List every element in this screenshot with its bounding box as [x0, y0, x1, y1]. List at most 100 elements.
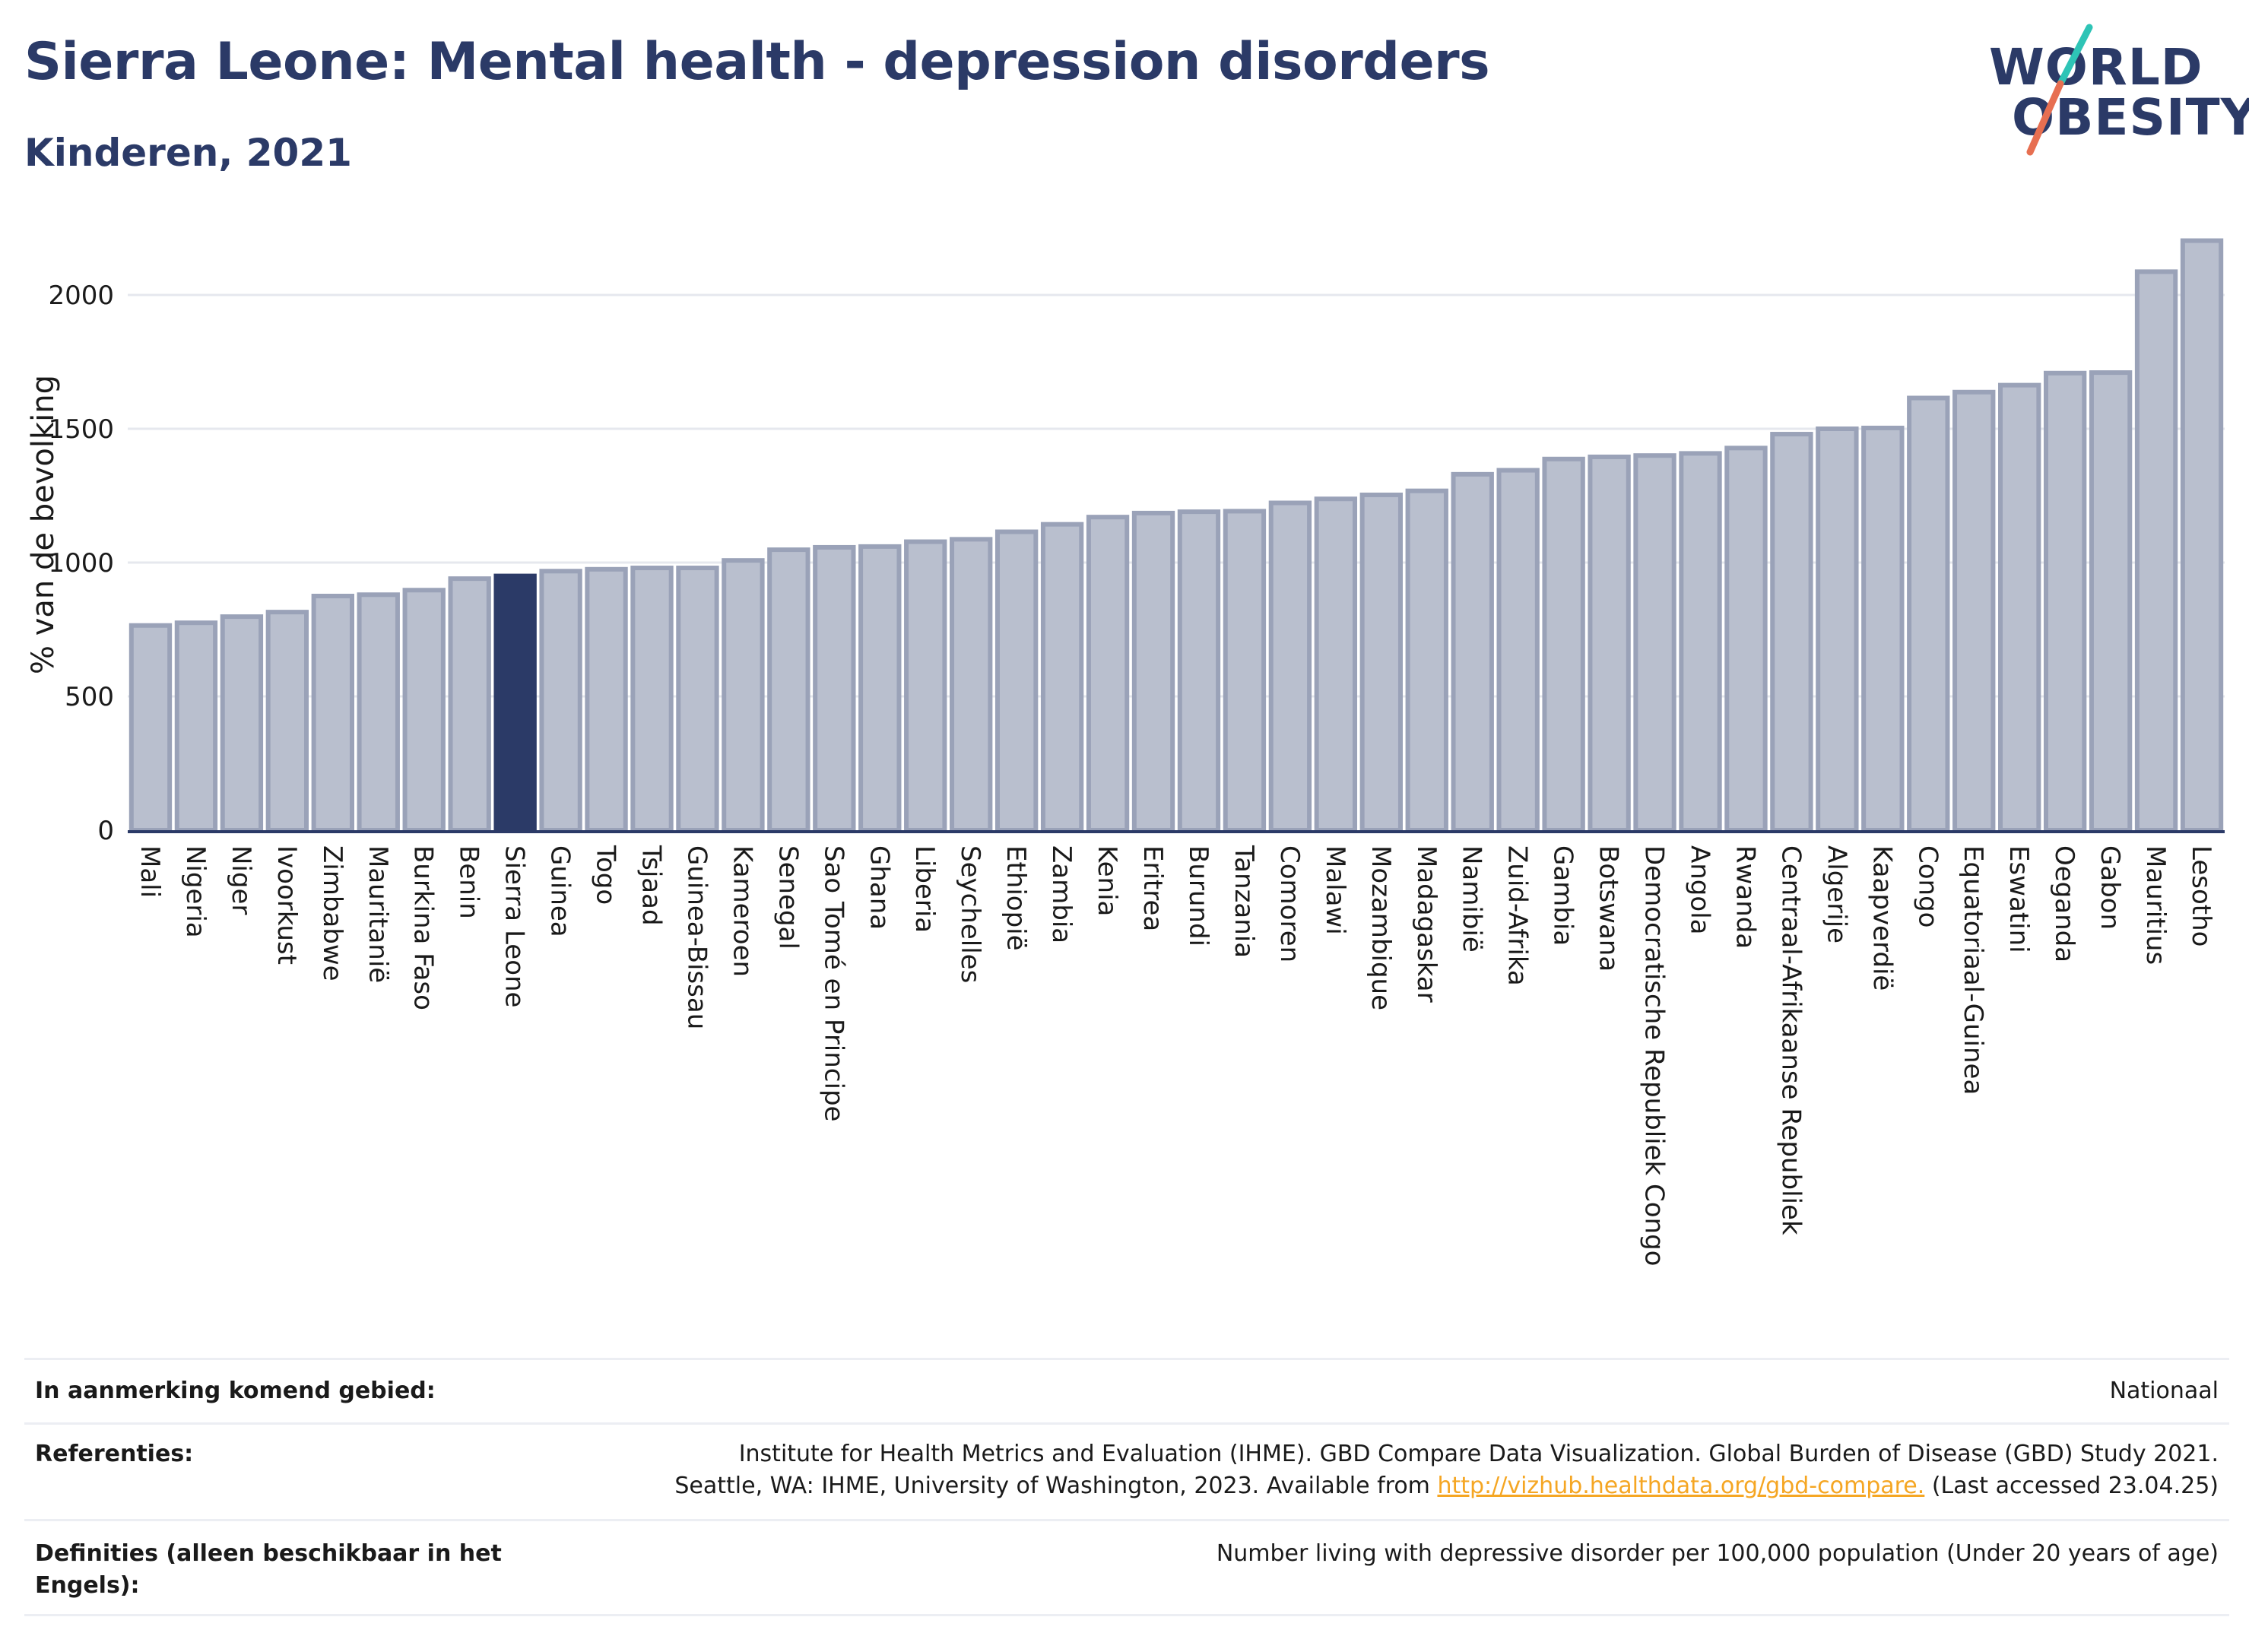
x-tick-label: Angola	[1685, 845, 1715, 934]
info-label-area: In aanmerking komend gebied:	[35, 1378, 436, 1404]
bar-chart: 0 500 1000 1500 2000 Mali Nigeria Niger Ivoorku…	[26, 238, 2225, 1267]
bar-kameroen	[722, 558, 765, 833]
x-tick-label: Equatoriaal-Guinea	[1958, 845, 1988, 1095]
y-tick-label: 1000	[48, 548, 114, 579]
bar-ghana	[858, 544, 902, 832]
chart-title: Sierra Leone: Mental health - depression…	[24, 32, 1490, 92]
x-tick-label: Niger	[226, 845, 256, 915]
bar-burundi	[1177, 509, 1221, 832]
bars	[128, 238, 2224, 833]
info-row-references: Referenties: Institute for Health Metric…	[24, 1422, 2229, 1519]
bar-mauritius	[2134, 269, 2178, 833]
bar-togo	[585, 566, 628, 832]
bar-zuid-afrika	[1496, 468, 1540, 832]
x-tick-label: Eritrea	[1137, 845, 1168, 931]
x-tick-label: Zambia	[1046, 845, 1077, 943]
x-axis-labels: Mali Nigeria Niger Ivoorkust Zimbabwe Maurita…	[135, 845, 2216, 1267]
reference-link[interactable]: http://vizhub.healthdata.org/gbd-compare…	[1437, 1473, 1925, 1499]
bar-benin	[448, 576, 491, 832]
x-tick-label: Mauritius	[2140, 845, 2171, 965]
bar-democratische-republiek-congo	[1633, 453, 1676, 832]
bar-niger	[220, 614, 264, 832]
x-tick-label: Oeganda	[2049, 845, 2079, 962]
x-tick-label: Ethiopië	[1001, 845, 1031, 951]
info-row-area: In aanmerking komend gebied: Nationaal	[24, 1358, 2229, 1422]
y-tick-label: 500	[65, 682, 114, 712]
info-table: In aanmerking komend gebied: Nationaal R…	[24, 1358, 2229, 1616]
bar-equatoriaal-guinea	[1952, 389, 1996, 832]
bar-burkina-faso	[402, 588, 446, 832]
x-tick-label: Mozambique	[1366, 845, 1396, 1010]
logo-line-1: WORLD	[1989, 38, 2203, 97]
bar-lesotho	[2180, 238, 2224, 832]
bar-angola	[1679, 451, 1722, 832]
y-tick-label: 1500	[48, 414, 114, 445]
x-tick-label: Madagaskar	[1411, 845, 1442, 1003]
bar-oeganda	[2043, 370, 2087, 832]
y-axis-ticks: 0 500 1000 1500 2000	[48, 281, 114, 846]
x-tick-label: Zimbabwe	[317, 845, 347, 981]
logo-slash-icon	[2026, 24, 2093, 156]
world-obesity-logo: WORLD OBESITY	[1977, 23, 2249, 160]
bar-liberia	[904, 539, 947, 832]
bar-kaapverdi-	[1861, 425, 1905, 832]
x-tick-label: Rwanda	[1730, 845, 1760, 949]
x-tick-label: Eswatini	[2003, 845, 2034, 953]
x-tick-label: Kenia	[1092, 845, 1122, 916]
x-tick-label: Mali	[135, 845, 165, 898]
bar-namibi-	[1451, 471, 1494, 833]
bar-sierra-leone	[493, 573, 537, 832]
bar-mozambique	[1359, 492, 1403, 832]
x-tick-label: Burundi	[1183, 845, 1213, 946]
x-tick-label: Ghana	[864, 845, 894, 930]
y-axis-label: % van de bevolking	[26, 375, 61, 674]
x-tick-label: Lesotho	[2186, 845, 2216, 946]
bar-tsjaad	[630, 566, 674, 832]
x-tick-label: Benin	[454, 845, 484, 919]
bar-comoren	[1268, 500, 1312, 833]
x-tick-label: Guinea-Bissau	[681, 845, 712, 1029]
x-tick-label: Guinea	[545, 845, 576, 937]
bar-rwanda	[1724, 446, 1768, 832]
bar-algerije	[1816, 426, 1859, 832]
x-tick-label: Botswana	[1594, 845, 1624, 972]
y-tick-label: 2000	[48, 281, 114, 311]
x-tick-label: Tanzania	[1229, 845, 1259, 958]
bar-gambia	[1542, 456, 1585, 832]
x-tick-label: Seychelles	[955, 845, 985, 983]
x-tick-label: Zuid-Afrika	[1502, 845, 1533, 986]
reference-line-1: Institute for Health Metrics and Evaluat…	[738, 1441, 2219, 1467]
x-tick-label: Malawi	[1320, 845, 1350, 935]
bar-guinea-bissau	[676, 566, 719, 832]
bar-zambia	[1040, 522, 1084, 832]
x-tick-label: Mauritanië	[363, 845, 393, 983]
bar-eswatini	[1998, 382, 2041, 832]
x-tick-label: Democratische Republiek Congo	[1639, 845, 1670, 1267]
reference-line-2-text: Seattle, WA: IHME, University of Washing…	[674, 1473, 1438, 1499]
x-tick-label: Sierra Leone	[500, 845, 530, 1007]
x-tick-label: Algerije	[1821, 845, 1851, 943]
info-label-references: Referenties:	[35, 1441, 194, 1467]
x-tick-label: Kameroen	[727, 845, 757, 977]
x-tick-label: Congo	[1912, 845, 1943, 927]
x-tick-label: Ivoorkust	[271, 845, 302, 965]
bar-seychelles	[950, 537, 993, 832]
x-tick-label: Tsjaad	[636, 845, 667, 926]
x-tick-label: Togo	[591, 845, 621, 905]
bar-congo	[1907, 395, 1950, 832]
bar-kenia	[1086, 515, 1130, 832]
x-tick-label: Comoren	[1274, 845, 1305, 962]
info-row-definitions: Definities (alleen beschikbaar in het En…	[24, 1519, 2229, 1616]
bar-guinea	[539, 569, 582, 832]
x-tick-label: Senegal	[772, 845, 803, 950]
x-tick-label: Kaapverdië	[1867, 845, 1897, 991]
x-tick-label: Burkina Faso	[408, 845, 439, 1010]
x-tick-label: Gambia	[1548, 845, 1578, 946]
info-value-references: Institute for Health Metrics and Evaluat…	[674, 1438, 2219, 1502]
bar-gabon	[2089, 370, 2133, 832]
bar-tanzania	[1223, 509, 1267, 833]
chart-subtitle: Kinderen, 2021	[24, 131, 352, 175]
bar-mauritani-	[357, 592, 400, 832]
reference-accessed: (Last accessed 23.04.25)	[1924, 1473, 2219, 1499]
info-label-definitions: Definities (alleen beschikbaar in het En…	[35, 1540, 502, 1599]
